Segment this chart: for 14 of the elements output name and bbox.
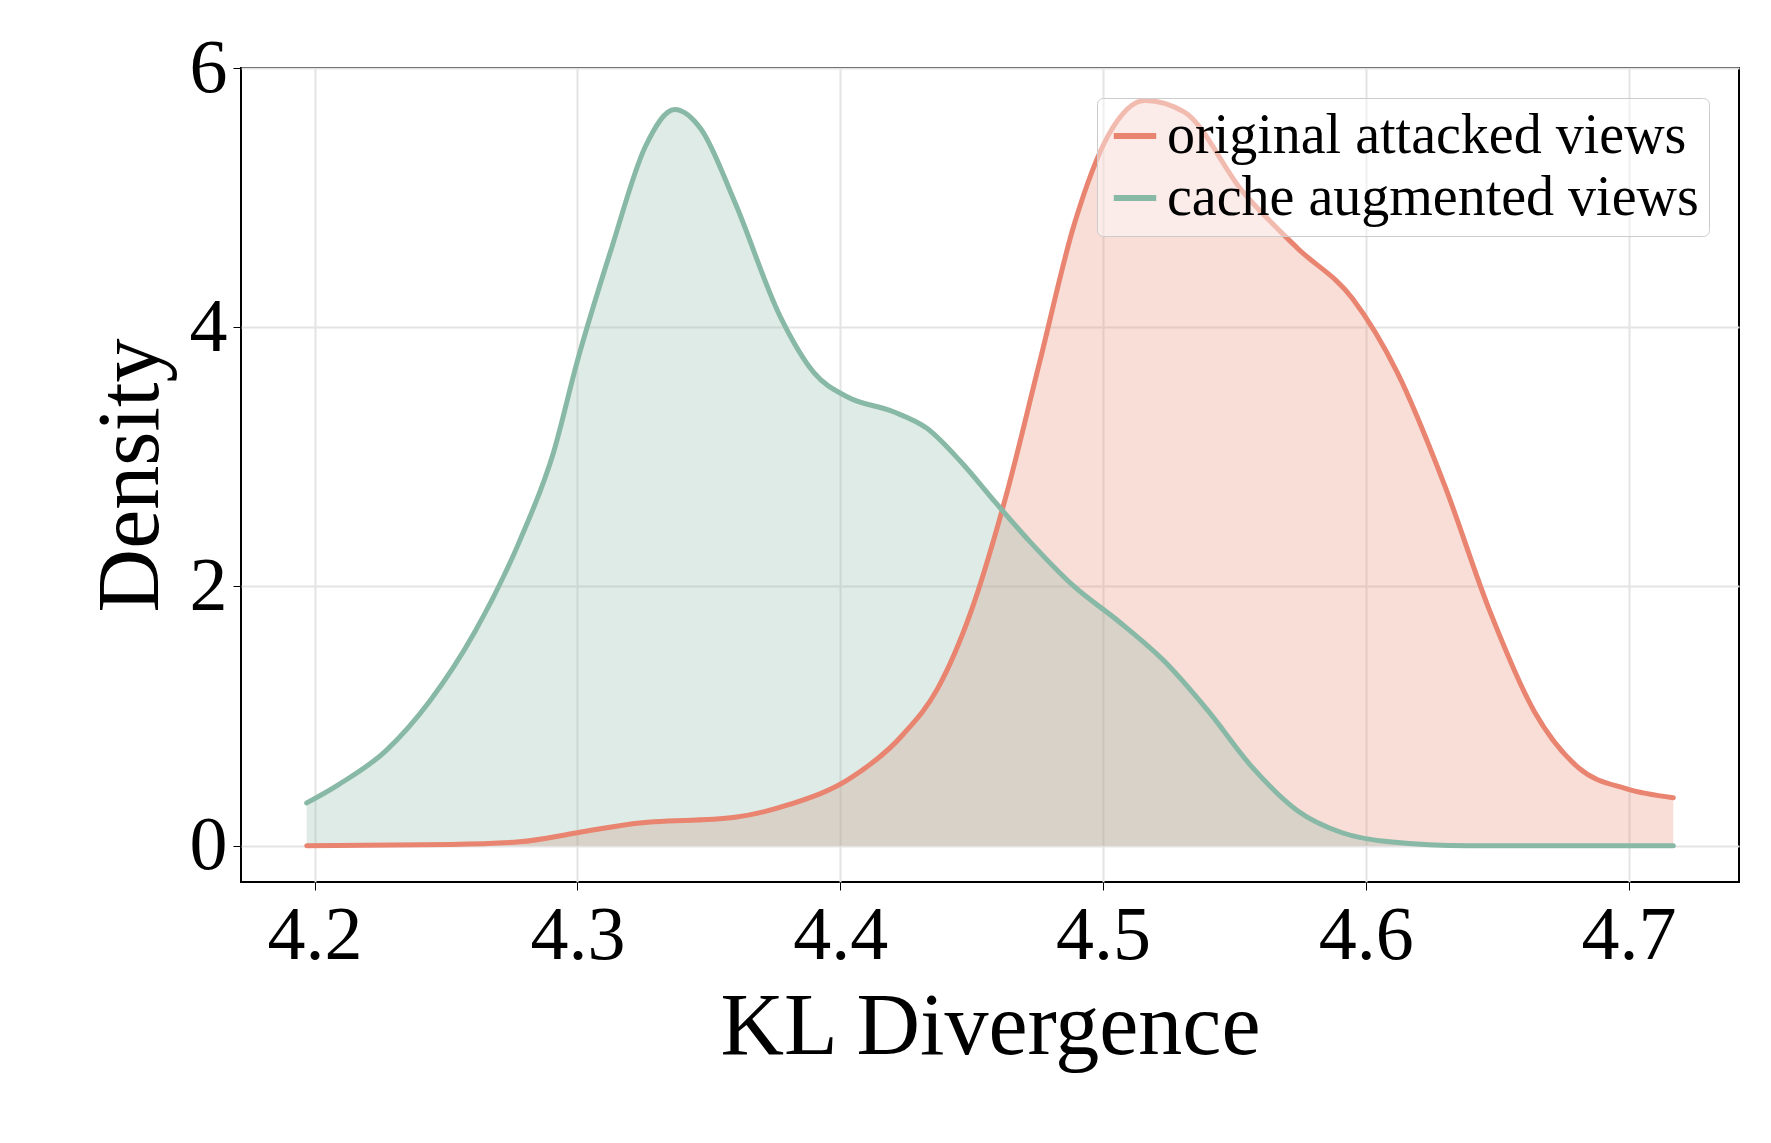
x-tick-label: 4.6 [1318, 890, 1414, 975]
y-axis-title: Density [79, 338, 177, 613]
x-tick-label: 4.3 [530, 890, 626, 975]
y-tick-label: 4 [189, 282, 228, 367]
x-tick-label: 4.2 [267, 890, 363, 975]
y-tick-label: 2 [189, 541, 228, 626]
x-axis-title: KL Divergence [720, 975, 1261, 1073]
y-tick-label: 0 [189, 801, 228, 886]
y-tick-label: 6 [189, 23, 228, 108]
legend-label: cache augmented views [1167, 165, 1699, 227]
legend-label: original attacked views [1167, 103, 1687, 165]
x-tick-label: 4.7 [1581, 890, 1677, 975]
x-tick-label: 4.4 [793, 890, 889, 975]
x-tick-label: 4.5 [1056, 890, 1152, 975]
